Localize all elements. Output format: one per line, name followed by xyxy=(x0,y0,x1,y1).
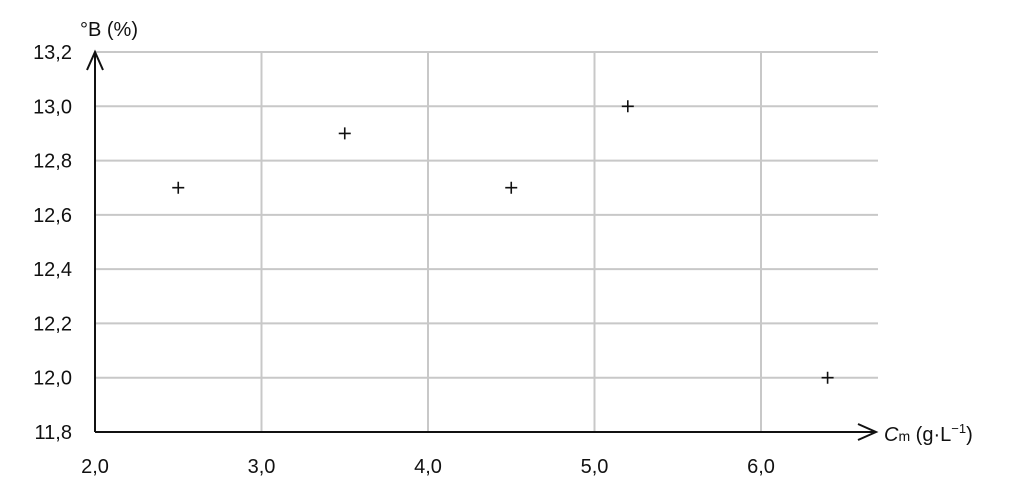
x-tick-label: 5,0 xyxy=(581,456,609,478)
y-axis-label: °B (%) xyxy=(80,19,138,41)
x-tick-label: 4,0 xyxy=(414,456,442,478)
x-tick-label: 3,0 xyxy=(248,456,276,478)
x-axis-label-main: C xyxy=(884,424,899,446)
x-axis-label-sub: m xyxy=(898,428,910,444)
axes xyxy=(86,49,879,441)
y-tick-label: 12,8 xyxy=(33,151,72,173)
data-point xyxy=(621,100,634,113)
data-point xyxy=(172,181,185,194)
data-point xyxy=(505,181,518,194)
tick-labels: 11,8 12,0 12,2 12,4 12,6 12,8 13,0 13,2 2,0 3,0 4,… xyxy=(33,42,775,478)
y-tick-label: 13,0 xyxy=(33,96,72,118)
data-point xyxy=(338,127,351,140)
x-axis-label-exp: −1 xyxy=(951,421,966,436)
data-points xyxy=(172,100,834,384)
y-tick-label: 13,2 xyxy=(33,42,72,64)
y-tick-label: 12,6 xyxy=(33,205,72,227)
grid xyxy=(95,51,878,432)
y-axis-arrow-icon xyxy=(86,49,104,71)
x-tick-label: 6,0 xyxy=(747,456,775,478)
y-tick-label: 12,4 xyxy=(33,259,72,281)
data-point xyxy=(821,371,834,384)
y-tick-label: 11,8 xyxy=(35,422,72,444)
x-axis-label-unit: (g·L xyxy=(910,424,951,446)
y-tick-label: 12,0 xyxy=(33,368,72,390)
x-axis-label-close: ) xyxy=(966,424,973,446)
x-axis-arrow-icon xyxy=(857,423,879,441)
x-axis-label: Cm (g·L−1) xyxy=(884,421,973,446)
y-tick-label: 12,2 xyxy=(33,313,72,335)
x-tick-label: 2,0 xyxy=(81,456,109,478)
